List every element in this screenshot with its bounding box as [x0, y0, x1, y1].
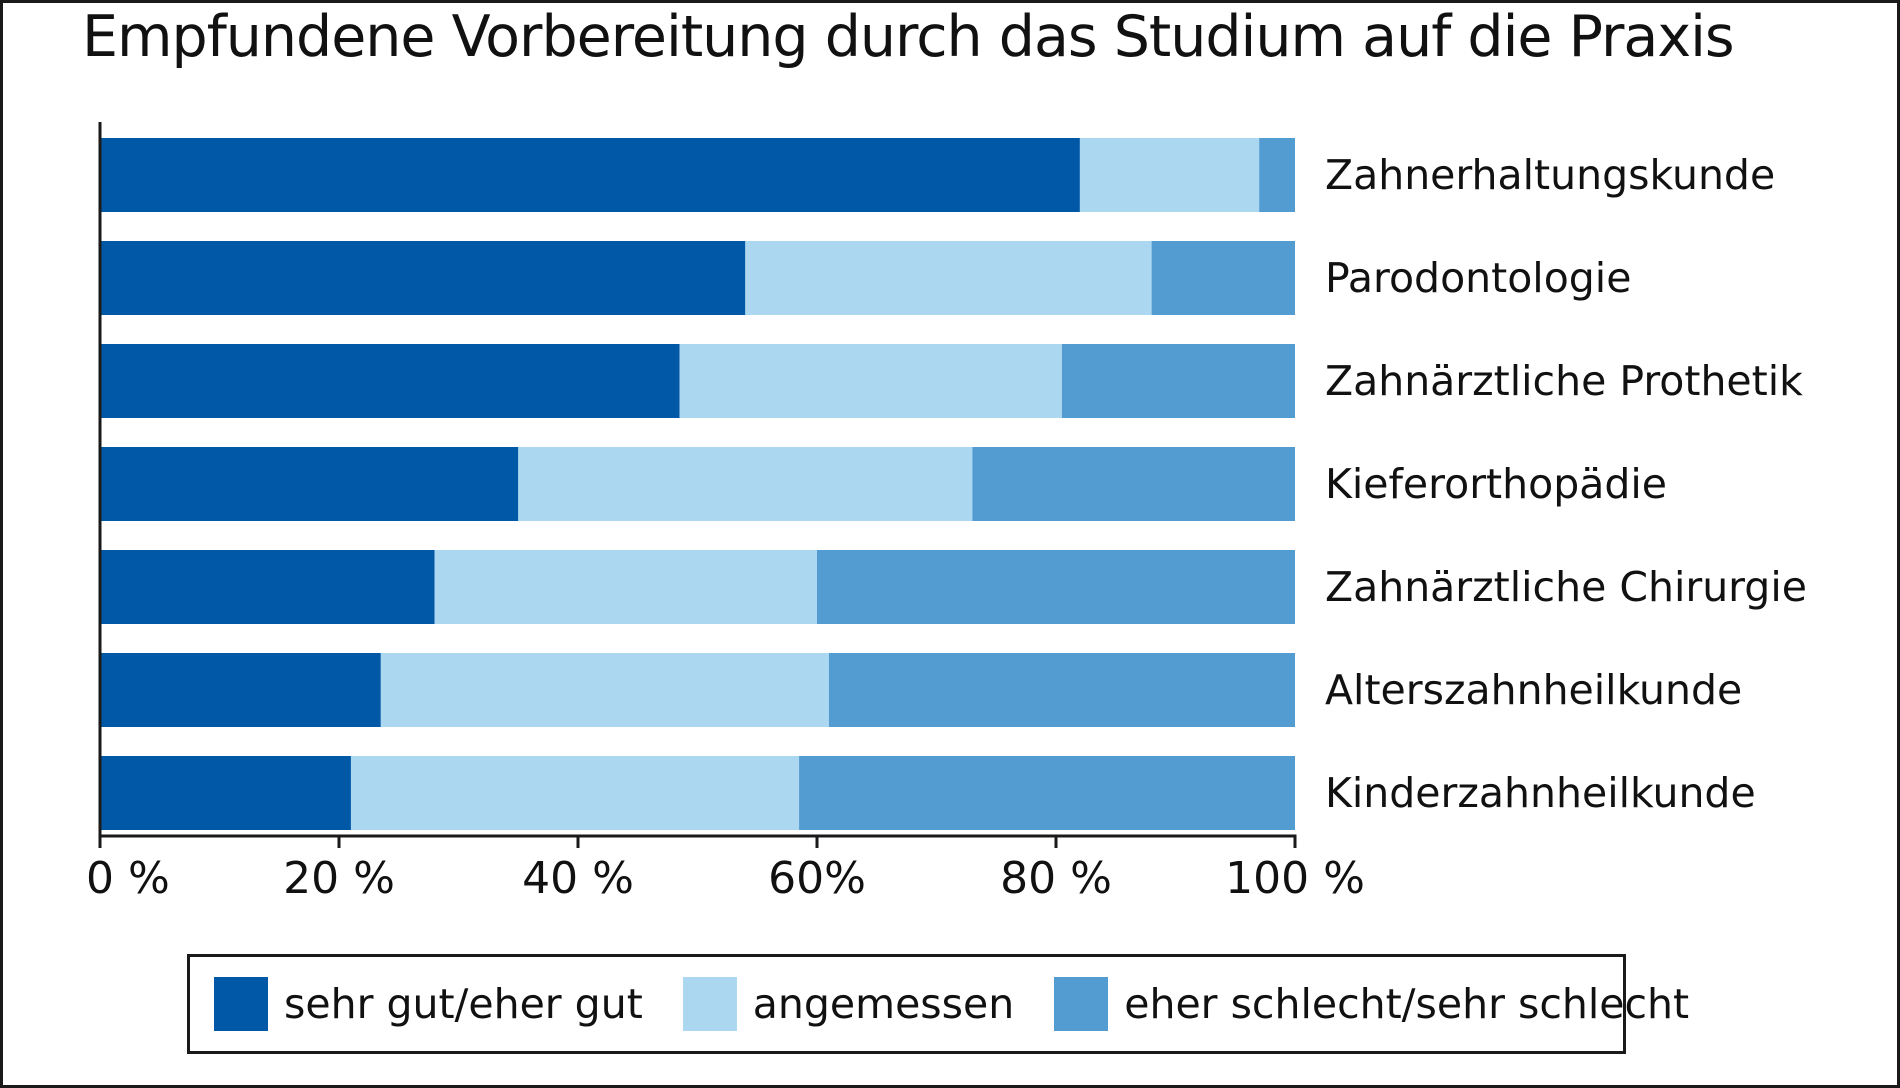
- bar-zahnerhaltungskunde-series-0: [100, 138, 1080, 212]
- bar-alterszahnheilkunde-series-0: [100, 653, 381, 727]
- category-label-zahnaerztliche-prothetik: Zahnärztliche Prothetik: [1325, 357, 1803, 405]
- bar-zahnaerztliche-chirurgie-series-2: [817, 550, 1295, 624]
- bar-parodontologie-series-1: [745, 241, 1152, 315]
- bar-zahnaerztliche-prothetik-series-2: [1061, 344, 1295, 418]
- legend-item-eher-schlecht: eher schlecht/sehr schlecht: [1054, 977, 1689, 1031]
- category-label-zahnaerztliche-chirurgie: Zahnärztliche Chirurgie: [1325, 563, 1807, 611]
- bar-zahnaerztliche-chirurgie-series-1: [434, 550, 817, 624]
- x-axis: 0 % 20 % 40 % 60% 80 % 100 %: [86, 122, 1365, 904]
- bar-zahnaerztliche-prothetik-series-0: [100, 344, 680, 418]
- category-label-kieferorthopaedie: Kieferorthopädie: [1325, 460, 1667, 508]
- bar-kinderzahnheilkunde-series-2: [799, 756, 1295, 830]
- x-tick-label-20: 20 %: [283, 853, 395, 904]
- bar-zahnerhaltungskunde-series-1: [1079, 138, 1260, 212]
- bars-layer: [100, 138, 1295, 830]
- legend-swatch-eher-schlecht: [1054, 977, 1109, 1031]
- legend-item-sehr-gut: sehr gut/eher gut: [214, 977, 643, 1031]
- legend-label-eher-schlecht: eher schlecht/sehr schlecht: [1124, 980, 1690, 1028]
- legend-swatch-sehr-gut: [214, 977, 268, 1031]
- legend: sehr gut/eher gut angemessen eher schlec…: [187, 954, 1689, 1054]
- bar-kieferorthopaedie-series-0: [100, 447, 519, 521]
- bar-kinderzahnheilkunde-series-0: [100, 756, 351, 830]
- bar-parodontologie-series-0: [100, 241, 746, 315]
- x-tick-label-0: 0 %: [86, 853, 170, 904]
- category-label-parodontologie: Parodontologie: [1325, 254, 1631, 302]
- category-labels: Zahnerhaltungskunde Parodontologie Zahnärz…: [1325, 151, 1807, 817]
- bar-kinderzahnheilkunde-series-1: [350, 756, 800, 830]
- category-label-alterszahnheilkunde: Alterszahnheilkunde: [1325, 666, 1742, 714]
- bar-kieferorthopaedie-series-1: [518, 447, 973, 521]
- legend-swatch-angemessen: [682, 977, 737, 1031]
- bar-alterszahnheilkunde-series-2: [828, 653, 1295, 727]
- x-tick-label-40: 40 %: [522, 853, 634, 904]
- bar-zahnerhaltungskunde-series-2: [1259, 138, 1295, 212]
- chart-title: Empfundene Vorbereitung durch das Studiu…: [82, 4, 1735, 70]
- bar-alterszahnheilkunde-series-1: [380, 653, 829, 727]
- x-tick-label-80: 80 %: [1000, 853, 1112, 904]
- bar-kieferorthopaedie-series-2: [972, 447, 1295, 521]
- bar-zahnaerztliche-prothetik-series-1: [679, 344, 1062, 418]
- category-label-kinderzahnheilkunde: Kinderzahnheilkunde: [1325, 769, 1756, 817]
- bar-parodontologie-series-2: [1151, 241, 1295, 315]
- legend-label-angemessen: angemessen: [752, 980, 1015, 1028]
- x-tick-label-100: 100 %: [1225, 853, 1365, 904]
- category-label-zahnerhaltungskunde: Zahnerhaltungskunde: [1325, 151, 1775, 199]
- bar-zahnaerztliche-chirurgie-series-0: [100, 550, 435, 624]
- legend-label-sehr-gut: sehr gut/eher gut: [284, 980, 643, 1028]
- legend-item-angemessen: angemessen: [682, 977, 1015, 1031]
- x-tick-label-60: 60%: [768, 853, 866, 904]
